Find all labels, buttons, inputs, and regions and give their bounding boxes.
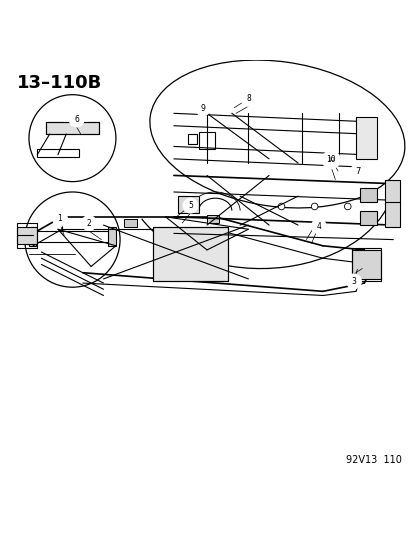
- Bar: [45, 122, 99, 134]
- Circle shape: [65, 222, 71, 229]
- Bar: [198, 132, 215, 149]
- Text: 2: 2: [86, 219, 91, 228]
- Bar: [37, 149, 78, 157]
- Bar: [355, 117, 376, 159]
- Bar: [108, 227, 116, 246]
- Bar: [384, 180, 399, 204]
- Bar: [29, 227, 36, 246]
- Bar: [359, 188, 376, 203]
- Text: 10: 10: [325, 155, 335, 164]
- Text: 13–110B: 13–110B: [17, 74, 102, 92]
- Circle shape: [323, 152, 338, 167]
- Bar: [178, 196, 198, 213]
- Bar: [17, 223, 37, 248]
- Circle shape: [311, 203, 317, 210]
- Text: 6: 6: [74, 115, 79, 124]
- Text: 10: 10: [327, 157, 334, 162]
- Circle shape: [195, 101, 210, 116]
- Circle shape: [240, 91, 255, 106]
- Bar: [153, 227, 227, 281]
- Bar: [153, 227, 227, 281]
- Bar: [45, 122, 99, 134]
- Text: 9: 9: [200, 104, 205, 113]
- Text: 3: 3: [351, 277, 356, 286]
- Circle shape: [25, 192, 120, 287]
- Text: 4: 4: [316, 222, 320, 231]
- Bar: [351, 248, 380, 281]
- Text: 92V13  110: 92V13 110: [345, 455, 401, 465]
- Circle shape: [346, 274, 361, 289]
- Circle shape: [321, 151, 339, 169]
- Bar: [206, 215, 219, 223]
- Circle shape: [311, 219, 325, 234]
- Bar: [188, 134, 196, 144]
- Bar: [359, 211, 376, 225]
- Circle shape: [278, 203, 284, 210]
- Text: 7: 7: [354, 167, 361, 176]
- Text: 1: 1: [57, 214, 62, 223]
- Circle shape: [29, 95, 116, 182]
- Circle shape: [344, 203, 350, 210]
- Circle shape: [69, 112, 84, 127]
- Circle shape: [350, 164, 365, 179]
- Circle shape: [183, 198, 197, 213]
- Bar: [124, 219, 136, 227]
- Bar: [384, 203, 399, 227]
- Bar: [351, 250, 380, 279]
- Bar: [17, 227, 37, 244]
- Text: 5: 5: [188, 201, 192, 210]
- Bar: [33, 231, 112, 241]
- Ellipse shape: [150, 60, 404, 208]
- Text: 7: 7: [355, 167, 360, 176]
- Text: 8: 8: [245, 94, 250, 103]
- Circle shape: [81, 215, 96, 230]
- Circle shape: [52, 212, 67, 227]
